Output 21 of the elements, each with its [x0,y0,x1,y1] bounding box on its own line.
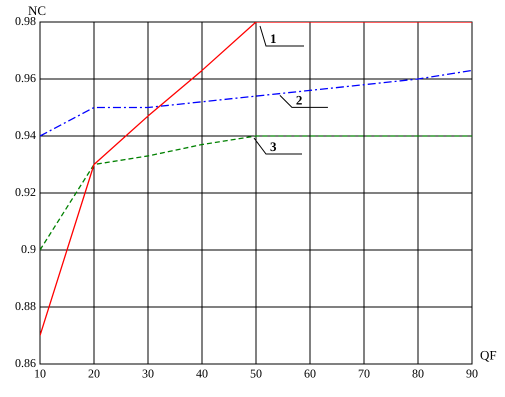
y-tick-label: 0.88 [15,299,36,314]
x-tick-label: 70 [358,366,370,380]
x-tick-label: 30 [142,366,154,380]
series-label: 3 [270,139,277,154]
y-tick-label: 0.96 [15,71,36,86]
y-tick-label: 0.9 [21,242,36,256]
y-tick-label: 0.92 [15,185,36,200]
line-series [40,135,472,251]
x-tick-label: 10 [34,366,46,380]
x-tick-label: 20 [88,366,100,380]
x-tick-label: 80 [412,366,424,380]
x-tick-label: 60 [304,366,316,380]
y-tick-label: 0.86 [15,356,36,370]
y-tick-label: 0.94 [15,128,36,142]
x-tick-label: 50 [250,366,262,380]
line-series [40,70,472,137]
x-tick-label: 90 [466,366,478,380]
series-label: 2 [296,92,302,108]
series-label: 1 [270,31,276,46]
x-tick-label: 40 [196,366,208,380]
x-axis-title: QF [480,347,497,362]
